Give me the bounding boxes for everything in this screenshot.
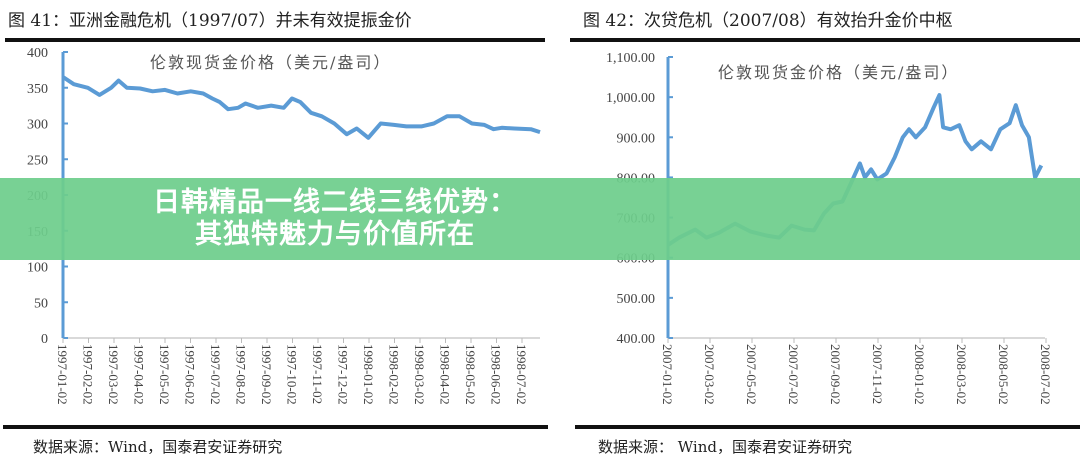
- y-tick-label: 500.00: [617, 292, 656, 307]
- y-tick-label: 350: [27, 82, 48, 97]
- y-tick-label: 900.00: [617, 131, 656, 146]
- x-tick-label: 2007-09-02: [828, 344, 843, 405]
- x-tick-label: 1997-11-02: [310, 344, 325, 404]
- y-tick-label: 400.00: [617, 332, 656, 347]
- y-tick-label: 100: [27, 261, 48, 276]
- x-tick-label: 1997-01-02: [55, 344, 70, 405]
- y-tick-label: 50: [34, 296, 48, 311]
- x-tick-label: 1997-12-02: [336, 344, 351, 405]
- x-tick-label: 2008-05-02: [996, 344, 1011, 405]
- x-tick-label: 1997-07-02: [208, 344, 223, 405]
- title-rule-right: [570, 38, 1080, 42]
- x-tick-label: 1998-01-02: [361, 344, 376, 405]
- y-tick-label: 1,100.00: [606, 51, 655, 66]
- y-tick-label: 1,000.00: [606, 91, 655, 106]
- x-tick-label: 2007-01-02: [660, 344, 675, 405]
- y-tick-label: 250: [27, 153, 48, 168]
- x-tick-label: 1998-03-02: [412, 344, 427, 405]
- source-right: 数据来源： Wind，国泰君安证券研究: [598, 438, 852, 456]
- gold-price-line: [61, 75, 541, 140]
- y-tick-label: 300: [27, 118, 48, 133]
- x-tick-label: 1998-04-02: [438, 344, 453, 405]
- banner-text: 日韩精品一线二线三线优势：其独特魅力与价值所在: [153, 187, 517, 250]
- x-tick-label: 2008-03-02: [954, 344, 969, 405]
- x-tick-label: 2008-01-02: [912, 344, 927, 405]
- x-tick-label: 1998-07-02: [514, 344, 529, 405]
- x-tick-label: 2007-07-02: [786, 344, 801, 405]
- chart-title-left: 图 41：亚洲金融危机（1997/07）并未有效提振金价: [8, 11, 412, 31]
- chart-title-right: 图 42：次贷危机（2007/08）有效抬升金价中枢: [583, 11, 953, 31]
- bottom-rule-left: [3, 425, 548, 429]
- x-tick-label: 1998-06-02: [489, 344, 504, 405]
- y-tick-label: 400: [27, 46, 48, 61]
- x-tick-label: 1997-06-02: [183, 344, 198, 405]
- source-left: 数据来源：Wind，国泰君安证券研究: [33, 438, 283, 456]
- x-tick-label: 1997-05-02: [157, 344, 172, 405]
- y-tick-label: 0: [41, 332, 48, 347]
- bottom-rule-right: [575, 425, 1080, 429]
- x-tick-label: 1997-02-02: [81, 344, 96, 405]
- x-tick-label: 1998-02-02: [387, 344, 402, 405]
- x-tick-label: 2007-03-02: [702, 344, 717, 405]
- overlay-banner: 日韩精品一线二线三线优势：其独特魅力与价值所在: [0, 178, 1080, 260]
- x-tick-label: 2007-05-02: [744, 344, 759, 405]
- title-rule-left: [5, 38, 545, 42]
- x-tick-label: 1998-05-02: [463, 344, 478, 405]
- chart-subtitle: 伦敦现货金价格（美元/盎司）: [150, 53, 391, 72]
- x-tick-label: 2008-07-02: [1038, 344, 1053, 405]
- x-tick-label: 1997-10-02: [285, 344, 300, 405]
- chart-subtitle: 伦敦现货金价格（美元/盎司）: [718, 63, 959, 82]
- x-tick-label: 1997-08-02: [234, 344, 249, 405]
- x-tick-label: 1997-09-02: [259, 344, 274, 405]
- x-tick-label: 1997-04-02: [132, 344, 147, 405]
- x-tick-label: 2007-11-02: [870, 344, 885, 404]
- x-tick-label: 1997-03-02: [106, 344, 121, 405]
